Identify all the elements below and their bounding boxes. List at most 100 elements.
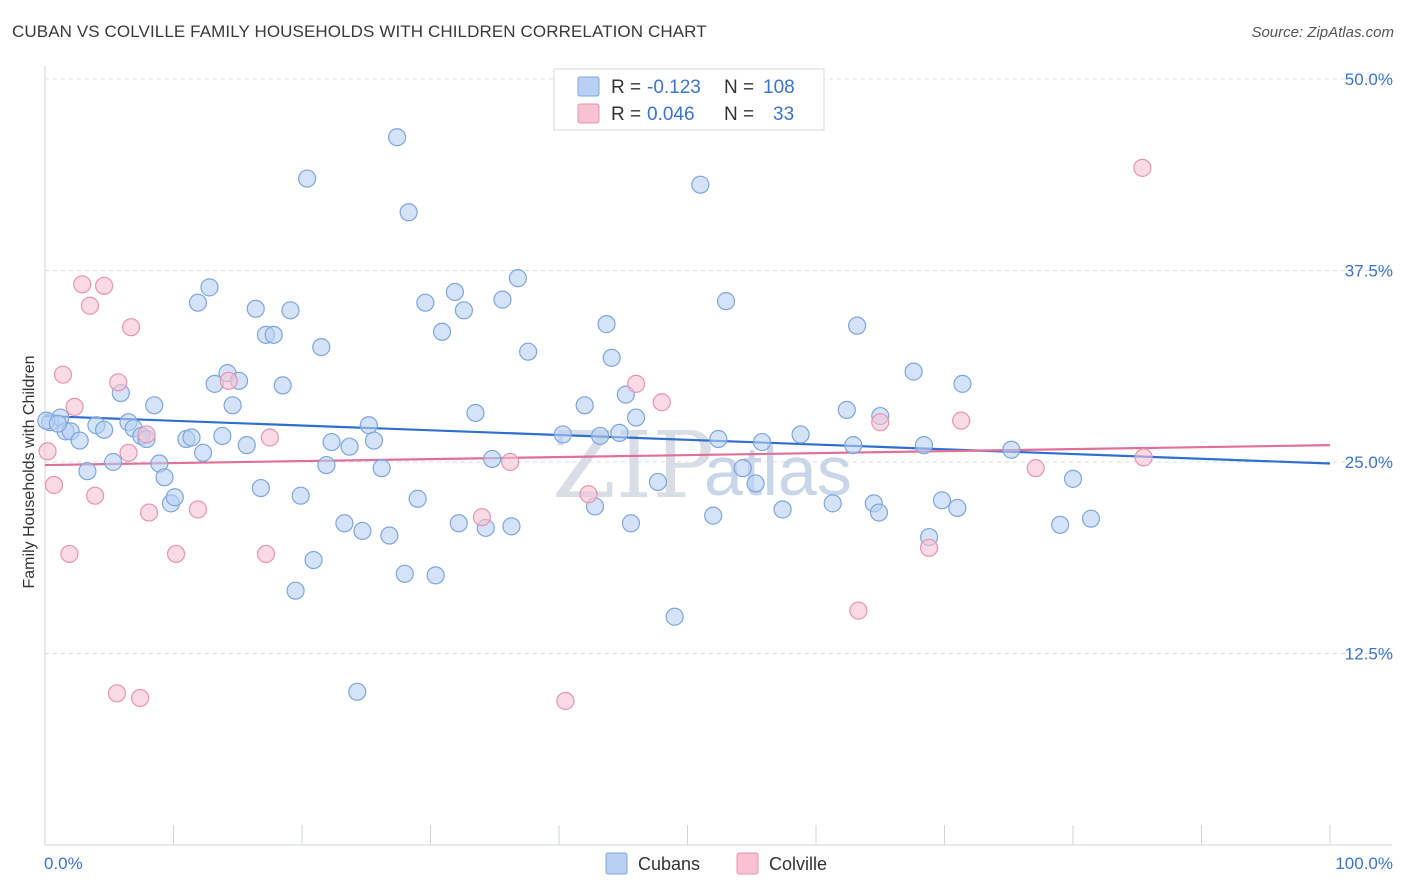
legend-r-value-cubans: -0.123	[647, 77, 701, 98]
colville-point	[871, 413, 890, 432]
cubans-point	[155, 468, 174, 487]
cubans-point	[298, 169, 317, 188]
cubans-point	[317, 455, 336, 475]
cubans-point	[348, 682, 367, 701]
colville-point	[1134, 448, 1153, 467]
cubans-point	[104, 452, 123, 472]
cubans-point	[432, 322, 452, 341]
cubans-point	[165, 488, 184, 507]
cubans-point	[904, 362, 923, 381]
cubans-point	[359, 416, 378, 435]
colville-trend-line	[44, 444, 1331, 467]
colville-point	[952, 411, 971, 430]
cubans-point	[291, 486, 310, 505]
cubans-point	[665, 607, 684, 626]
cubans-point	[1063, 469, 1083, 488]
colville-point	[53, 365, 73, 384]
cubans-point	[553, 425, 572, 444]
cubans-point	[237, 436, 256, 455]
cubans-point	[948, 498, 967, 518]
cubans-point	[408, 489, 427, 508]
cubans-point	[213, 426, 232, 446]
cubans-point	[95, 420, 114, 439]
legend-n-label-colville: N =	[724, 104, 754, 125]
colville-point	[107, 684, 127, 703]
colville-point	[556, 691, 575, 711]
colville-point	[919, 538, 939, 557]
cubans-point	[387, 128, 407, 147]
cubans-point	[648, 472, 668, 492]
cubans-point	[746, 474, 765, 493]
cubans-trend-line	[44, 414, 1331, 465]
colville-point	[137, 425, 156, 444]
cubans-point	[399, 203, 418, 222]
y-tick-label: 25.0%	[1345, 453, 1393, 472]
colville-point	[579, 485, 598, 504]
cubans-point	[791, 425, 810, 444]
cubans-point	[508, 269, 527, 288]
cubans-point	[182, 428, 201, 447]
cubans-point	[1081, 509, 1101, 528]
cubans-point	[752, 432, 772, 452]
cubans-point	[312, 338, 331, 357]
cubans-point	[372, 459, 391, 478]
legend-swatch-cubans	[577, 76, 600, 97]
colville-point	[73, 275, 92, 294]
legend-r-value-colville: 0.046	[647, 104, 695, 125]
cubans-point	[704, 506, 723, 525]
x-tick-label: 100.0%	[1335, 854, 1393, 873]
colville-point	[166, 544, 186, 564]
chart-title: CUBAN VS COLVILLE FAMILY HOUSEHOLDS WITH…	[12, 22, 707, 41]
cubans-point	[466, 403, 485, 423]
cubans-point	[364, 431, 384, 450]
colville-point	[188, 500, 208, 519]
cubans-point	[445, 282, 465, 302]
cubans-point	[575, 396, 594, 415]
colville-point	[652, 393, 671, 412]
cubans-point	[322, 432, 341, 452]
series-legend: Cubans Colville	[605, 852, 827, 875]
colville-point	[219, 371, 238, 390]
cubans-point	[416, 293, 435, 312]
cubans-point	[626, 408, 646, 427]
legend-swatch-colville	[577, 103, 600, 124]
y-tick-label: 50.0%	[1345, 70, 1393, 89]
cubans-point	[733, 459, 752, 478]
cubans-point	[1051, 515, 1070, 534]
source-credit: Source: ZipAtlas.com	[1251, 24, 1394, 41]
cubans-point	[823, 494, 842, 513]
cubans-point	[932, 491, 952, 510]
legend-n-label-cubans: N =	[724, 77, 754, 98]
cubans-point	[602, 348, 621, 367]
colville-point	[260, 428, 279, 447]
colville-point	[119, 443, 138, 462]
cubans-point	[844, 436, 863, 455]
cubans-point	[454, 301, 474, 320]
cubans-point	[48, 414, 67, 433]
cubans-point	[286, 581, 305, 600]
y-axis-title: Family Households with Children	[21, 356, 38, 589]
cubans-point	[188, 293, 208, 312]
legend-n-value-colville: 33	[773, 104, 794, 125]
colville-point	[95, 276, 114, 295]
colville-point	[139, 503, 159, 522]
bottom-legend-swatch-cubans	[605, 852, 628, 875]
bottom-legend-swatch-colville	[736, 852, 759, 875]
colville-point	[256, 544, 276, 564]
cubans-point	[426, 566, 445, 585]
grid-lines	[45, 78, 1392, 654]
cubans-point	[591, 426, 610, 446]
colville-point	[44, 475, 64, 495]
cubans-point	[848, 316, 867, 335]
colville-point	[501, 452, 520, 472]
cubans-point	[773, 500, 792, 519]
cubans-point	[519, 342, 538, 361]
cubans-point	[502, 517, 521, 536]
legend-n-value-cubans: 108	[763, 77, 795, 98]
data-points	[37, 128, 1153, 711]
cubans-point	[223, 396, 242, 415]
colville-point	[38, 442, 57, 461]
cubans-point	[353, 521, 372, 541]
tick-labels: 12.5% 25.0% 37.5% 50.0% 0.0% 100.0%	[44, 70, 1393, 873]
cubans-point	[597, 315, 616, 334]
